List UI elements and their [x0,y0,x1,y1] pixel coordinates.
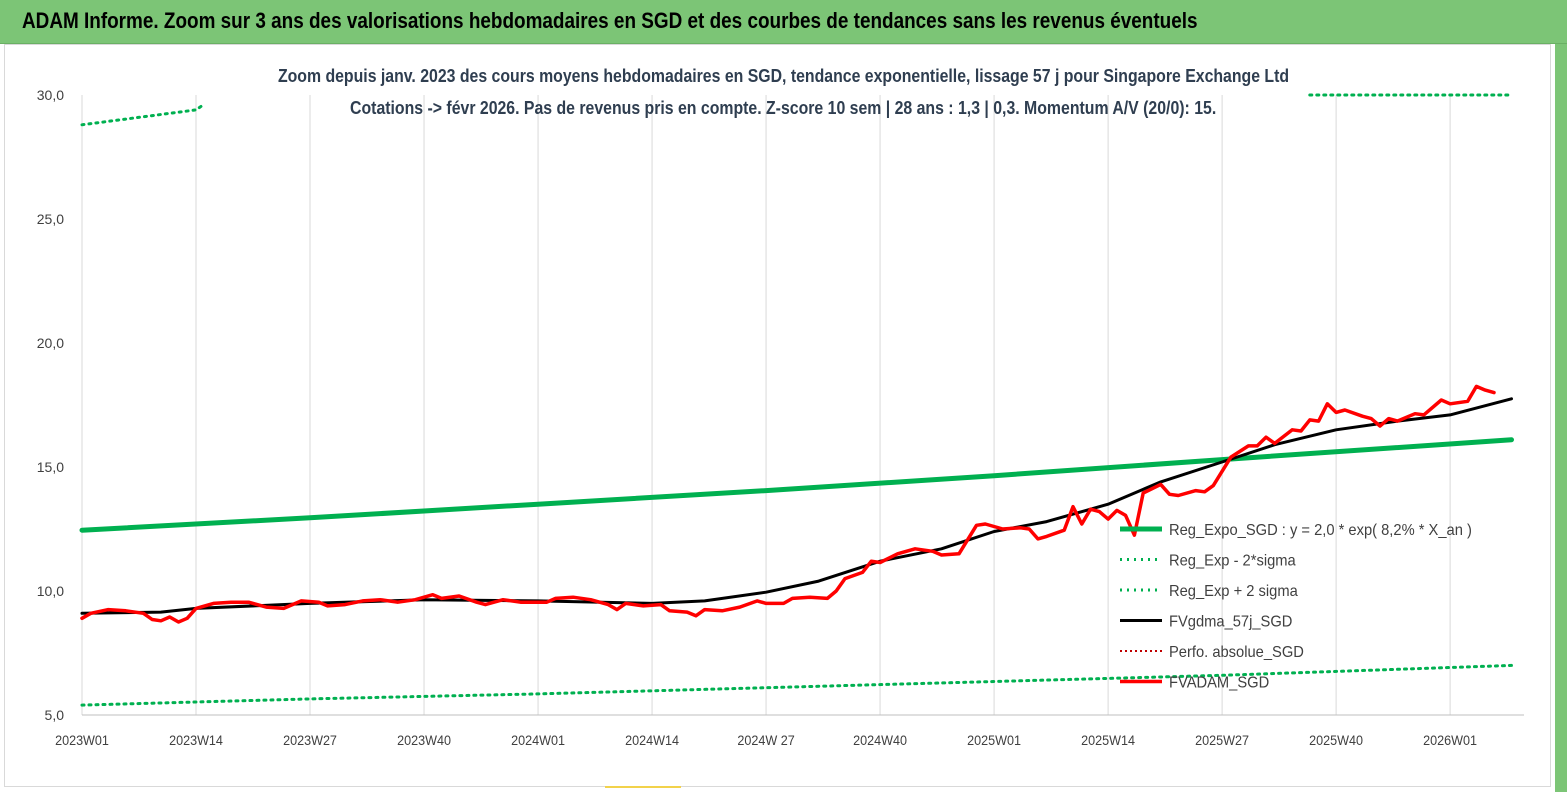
x-tick-label: 2025W27 [1195,732,1249,748]
chart-title: Zoom depuis janv. 2023 des cours moyens … [277,66,1290,86]
banner-title: ADAM Informe. Zoom sur 3 ans des valoris… [22,8,1198,33]
chart-subtitle: Cotations -> févr 2026. Pas de revenus p… [350,98,1217,118]
title-banner: ADAM Informe. Zoom sur 3 ans des valoris… [0,0,1567,44]
legend-label: Reg_Expo_SGD : y = 2,0 * exp( 8,2% * X_a… [1169,521,1472,539]
chart-frame [4,44,1551,787]
x-tick-label: 2023W27 [283,732,337,748]
x-tick-label: 2024W14 [625,732,679,748]
trend-line [79,437,1514,533]
x-tick-label: 2024W40 [853,732,907,748]
legend-label: Reg_Exp - 2*sigma [1169,552,1296,570]
x-tick-label: 2024W 27 [737,732,794,748]
x-tick-label: 2023W14 [169,732,223,748]
x-tick-label: 2026W01 [1423,732,1477,748]
legend-label: Reg_Exp + 2 sigma [1169,582,1298,600]
y-tick-label: 25,0 [37,211,64,227]
x-tick-label: 2025W14 [1081,732,1135,748]
x-tick-label: 2024W01 [511,732,565,748]
x-tick-label: 2023W01 [55,732,109,748]
price-line [80,384,1496,624]
bottom-accent [605,786,681,788]
x-tick-label: 2025W01 [967,732,1021,748]
legend-label: Perfo. absolue_SGD [1169,643,1304,661]
x-tick-label: 2025W40 [1309,732,1363,748]
legend-label: FVgdma_57j_SGD [1169,613,1292,631]
upper-band-line [80,104,203,127]
y-tick-label: 20,0 [37,335,64,351]
lower-band-line [80,663,1513,707]
y-tick-label: 30,0 [37,87,64,103]
y-tick-label: 5,0 [45,707,65,723]
legend-label: FVADAM_SGD [1169,674,1269,692]
y-tick-label: 10,0 [37,583,64,599]
right-edge-bar [1555,44,1567,792]
y-tick-label: 15,0 [37,459,64,475]
x-tick-label: 2023W40 [397,732,451,748]
